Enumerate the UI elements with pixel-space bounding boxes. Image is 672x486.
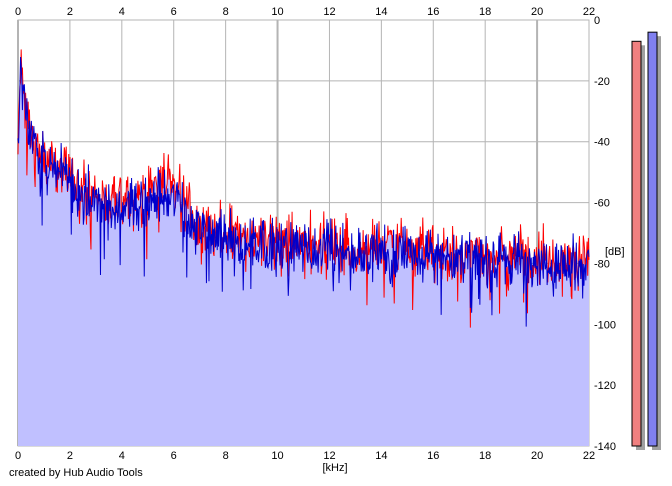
y-tick-label: -80 [594,258,610,270]
left-channel-line [17,49,590,328]
x-tick-label-bottom: 8 [223,450,229,462]
x-tick-label-bottom: 20 [531,450,543,462]
x-tick-label-bottom: 10 [271,450,283,462]
y-tick-labels: 0 -20 -40 -60 -80 -100 -120 -140 [594,15,616,453]
x-tick-label-bottom: 14 [375,450,387,462]
x-tick-label-bottom: 2 [67,450,73,462]
x-tick-label-bottom: 18 [479,450,491,462]
x-axis-label: [kHz] [322,462,347,474]
left-level-meter [631,40,642,447]
x-tick-label-top: 0 [15,6,21,18]
spectrum-fill-area [18,49,589,446]
x-tick-label-top: 2 [67,6,73,18]
x-tick-label-bottom: 16 [427,450,439,462]
y-tick-label: -140 [594,441,616,453]
y-tick-label: -40 [594,137,610,149]
x-tick-label-top: 10 [271,6,283,18]
y-tick-label: -60 [594,198,610,210]
x-tick-label-top: 22 [583,6,595,18]
x-tick-label-bottom: 12 [323,450,335,462]
x-tick-label-bottom: 6 [171,450,177,462]
x-tick-label-top: 16 [427,6,439,18]
x-tick-label-top: 18 [479,6,491,18]
x-tick-label-bottom: 22 [583,450,595,462]
y-tick-label: -20 [594,76,610,88]
spectrum-fill [18,49,589,446]
right-level-meter [647,31,658,447]
x-tick-label-top: 14 [375,6,387,18]
x-tick-label-top: 12 [323,6,335,18]
y-axis-label: [dB] [605,246,625,258]
x-tick-label-bottom: 0 [15,450,21,462]
x-tick-label-top: 8 [223,6,229,18]
x-tick-label-top: 6 [171,6,177,18]
y-tick-label: 0 [594,15,600,27]
level-meters [631,31,661,451]
x-tick-label-bottom: 4 [119,450,125,462]
x-tick-labels-top: 0 2 4 6 8 10 12 14 16 18 20 22 [15,6,595,18]
x-tick-labels-bottom: 0 2 4 6 8 10 12 14 16 18 20 22 [15,450,595,462]
y-tick-label: -100 [594,319,616,331]
right-channel-line [17,57,590,327]
x-tick-label-top: 4 [119,6,125,18]
series-group [17,49,590,328]
x-tick-label-top: 20 [531,6,543,18]
credit-text: created by Hub Audio Tools [9,467,143,479]
y-tick-label: -120 [594,380,616,392]
